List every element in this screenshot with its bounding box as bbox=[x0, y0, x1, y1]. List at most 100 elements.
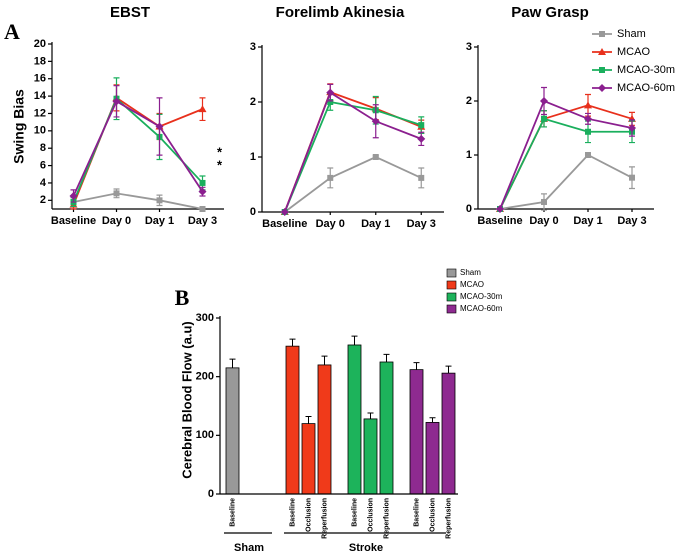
y-tick-label: 18 bbox=[34, 55, 46, 67]
legend-label: MCAO-60m bbox=[617, 82, 675, 94]
data-point bbox=[598, 48, 606, 55]
bar bbox=[441, 372, 456, 495]
y-tick-label: 10 bbox=[34, 125, 46, 137]
data-point bbox=[199, 179, 206, 186]
legend-label: MCAO-60m bbox=[460, 304, 503, 313]
chart-title: Paw Grasp bbox=[511, 4, 589, 21]
y-axis-label: Cerebral Blood Flow (a.u) bbox=[179, 321, 194, 478]
bar bbox=[379, 361, 394, 495]
x-tick-label: Reperfusion bbox=[321, 498, 328, 539]
data-point bbox=[69, 191, 78, 200]
legend-label: Sham bbox=[617, 28, 646, 40]
y-tick-label: 1 bbox=[466, 149, 472, 161]
y-tick-label: 0 bbox=[466, 203, 472, 215]
group-label: Stroke bbox=[349, 542, 383, 554]
x-tick-label: Baseline bbox=[229, 498, 236, 527]
series-line bbox=[72, 100, 204, 197]
x-tick-label: Reperfusion bbox=[383, 498, 390, 539]
x-tick-label: Day 0 bbox=[316, 218, 345, 230]
data-point bbox=[327, 99, 334, 105]
annotation: * bbox=[217, 157, 223, 172]
data-point bbox=[585, 128, 591, 135]
data-point bbox=[584, 101, 592, 109]
y-tick-label: 3 bbox=[466, 41, 472, 53]
legend-label: MCAO-30m bbox=[617, 64, 675, 76]
data-point bbox=[198, 187, 207, 196]
data-point bbox=[496, 205, 504, 213]
y-tick-label: 100 bbox=[196, 429, 214, 441]
y-tick-label: 14 bbox=[34, 90, 47, 102]
series-line bbox=[284, 156, 422, 213]
error-bar bbox=[321, 355, 328, 365]
error-bar bbox=[445, 365, 452, 374]
x-tick-label: Baseline bbox=[351, 498, 358, 527]
error-bar bbox=[429, 417, 436, 423]
legend-swatch bbox=[446, 268, 457, 278]
data-point bbox=[112, 97, 121, 106]
x-tick-label: Day 0 bbox=[102, 215, 131, 227]
bar bbox=[363, 418, 378, 495]
y-axis-label: Swing Bias bbox=[11, 89, 27, 164]
data-point bbox=[629, 174, 635, 181]
bar bbox=[409, 369, 424, 495]
y-tick-label: 300 bbox=[196, 312, 214, 324]
data-point bbox=[599, 67, 605, 73]
data-point bbox=[417, 134, 426, 143]
legend-label: MCAO bbox=[617, 46, 650, 58]
error-bar bbox=[305, 416, 312, 424]
bar bbox=[301, 423, 316, 495]
annotation: * bbox=[217, 144, 223, 159]
y-tick-label: 20 bbox=[34, 38, 46, 50]
y-tick-label: 3 bbox=[250, 41, 256, 53]
data-point bbox=[156, 197, 163, 204]
y-tick-label: 0 bbox=[250, 206, 256, 218]
data-point bbox=[371, 117, 380, 126]
legend-label: MCAO bbox=[460, 280, 484, 289]
y-tick-label: 2 bbox=[250, 96, 256, 108]
data-point bbox=[199, 206, 206, 212]
error-bar bbox=[229, 358, 236, 368]
y-tick-label: 200 bbox=[196, 371, 214, 383]
data-point bbox=[155, 122, 164, 131]
series-line bbox=[499, 117, 632, 210]
data-point bbox=[326, 88, 335, 97]
bar bbox=[225, 367, 240, 495]
series-line bbox=[283, 91, 422, 213]
data-point bbox=[113, 190, 120, 197]
error-bar bbox=[413, 362, 420, 370]
x-tick-label: Occlusion bbox=[429, 498, 436, 532]
chart-title: EBST bbox=[110, 4, 150, 21]
data-point bbox=[541, 198, 547, 205]
legend-swatch bbox=[446, 280, 457, 290]
panel-label: A bbox=[4, 19, 20, 44]
data-point bbox=[541, 115, 547, 122]
y-tick-label: 2 bbox=[466, 95, 472, 107]
bar bbox=[317, 364, 332, 495]
data-point bbox=[540, 97, 548, 105]
series-line bbox=[499, 99, 633, 210]
group-label: Sham bbox=[234, 542, 264, 554]
data-point bbox=[628, 124, 636, 132]
x-tick-label: Occlusion bbox=[367, 498, 374, 532]
data-point bbox=[372, 154, 379, 160]
x-tick-label: Occlusion bbox=[305, 498, 312, 532]
x-tick-label: Day 3 bbox=[407, 218, 436, 230]
data-point bbox=[585, 152, 591, 158]
data-point bbox=[198, 105, 207, 113]
y-tick-label: 12 bbox=[34, 107, 46, 119]
legend-label: Sham bbox=[460, 268, 481, 277]
x-tick-label: Day 1 bbox=[573, 215, 602, 227]
y-tick-label: 16 bbox=[34, 73, 46, 85]
error-bar bbox=[367, 412, 374, 419]
x-tick-label: Day 3 bbox=[617, 215, 646, 227]
x-tick-label: Baseline bbox=[51, 215, 96, 227]
series-line bbox=[499, 104, 633, 210]
data-point bbox=[280, 208, 289, 216]
data-point bbox=[418, 174, 425, 181]
y-tick-label: 8 bbox=[40, 142, 46, 154]
series-line bbox=[499, 153, 633, 210]
data-point bbox=[598, 84, 606, 92]
x-tick-label: Baseline bbox=[413, 498, 420, 527]
bar bbox=[347, 344, 362, 495]
